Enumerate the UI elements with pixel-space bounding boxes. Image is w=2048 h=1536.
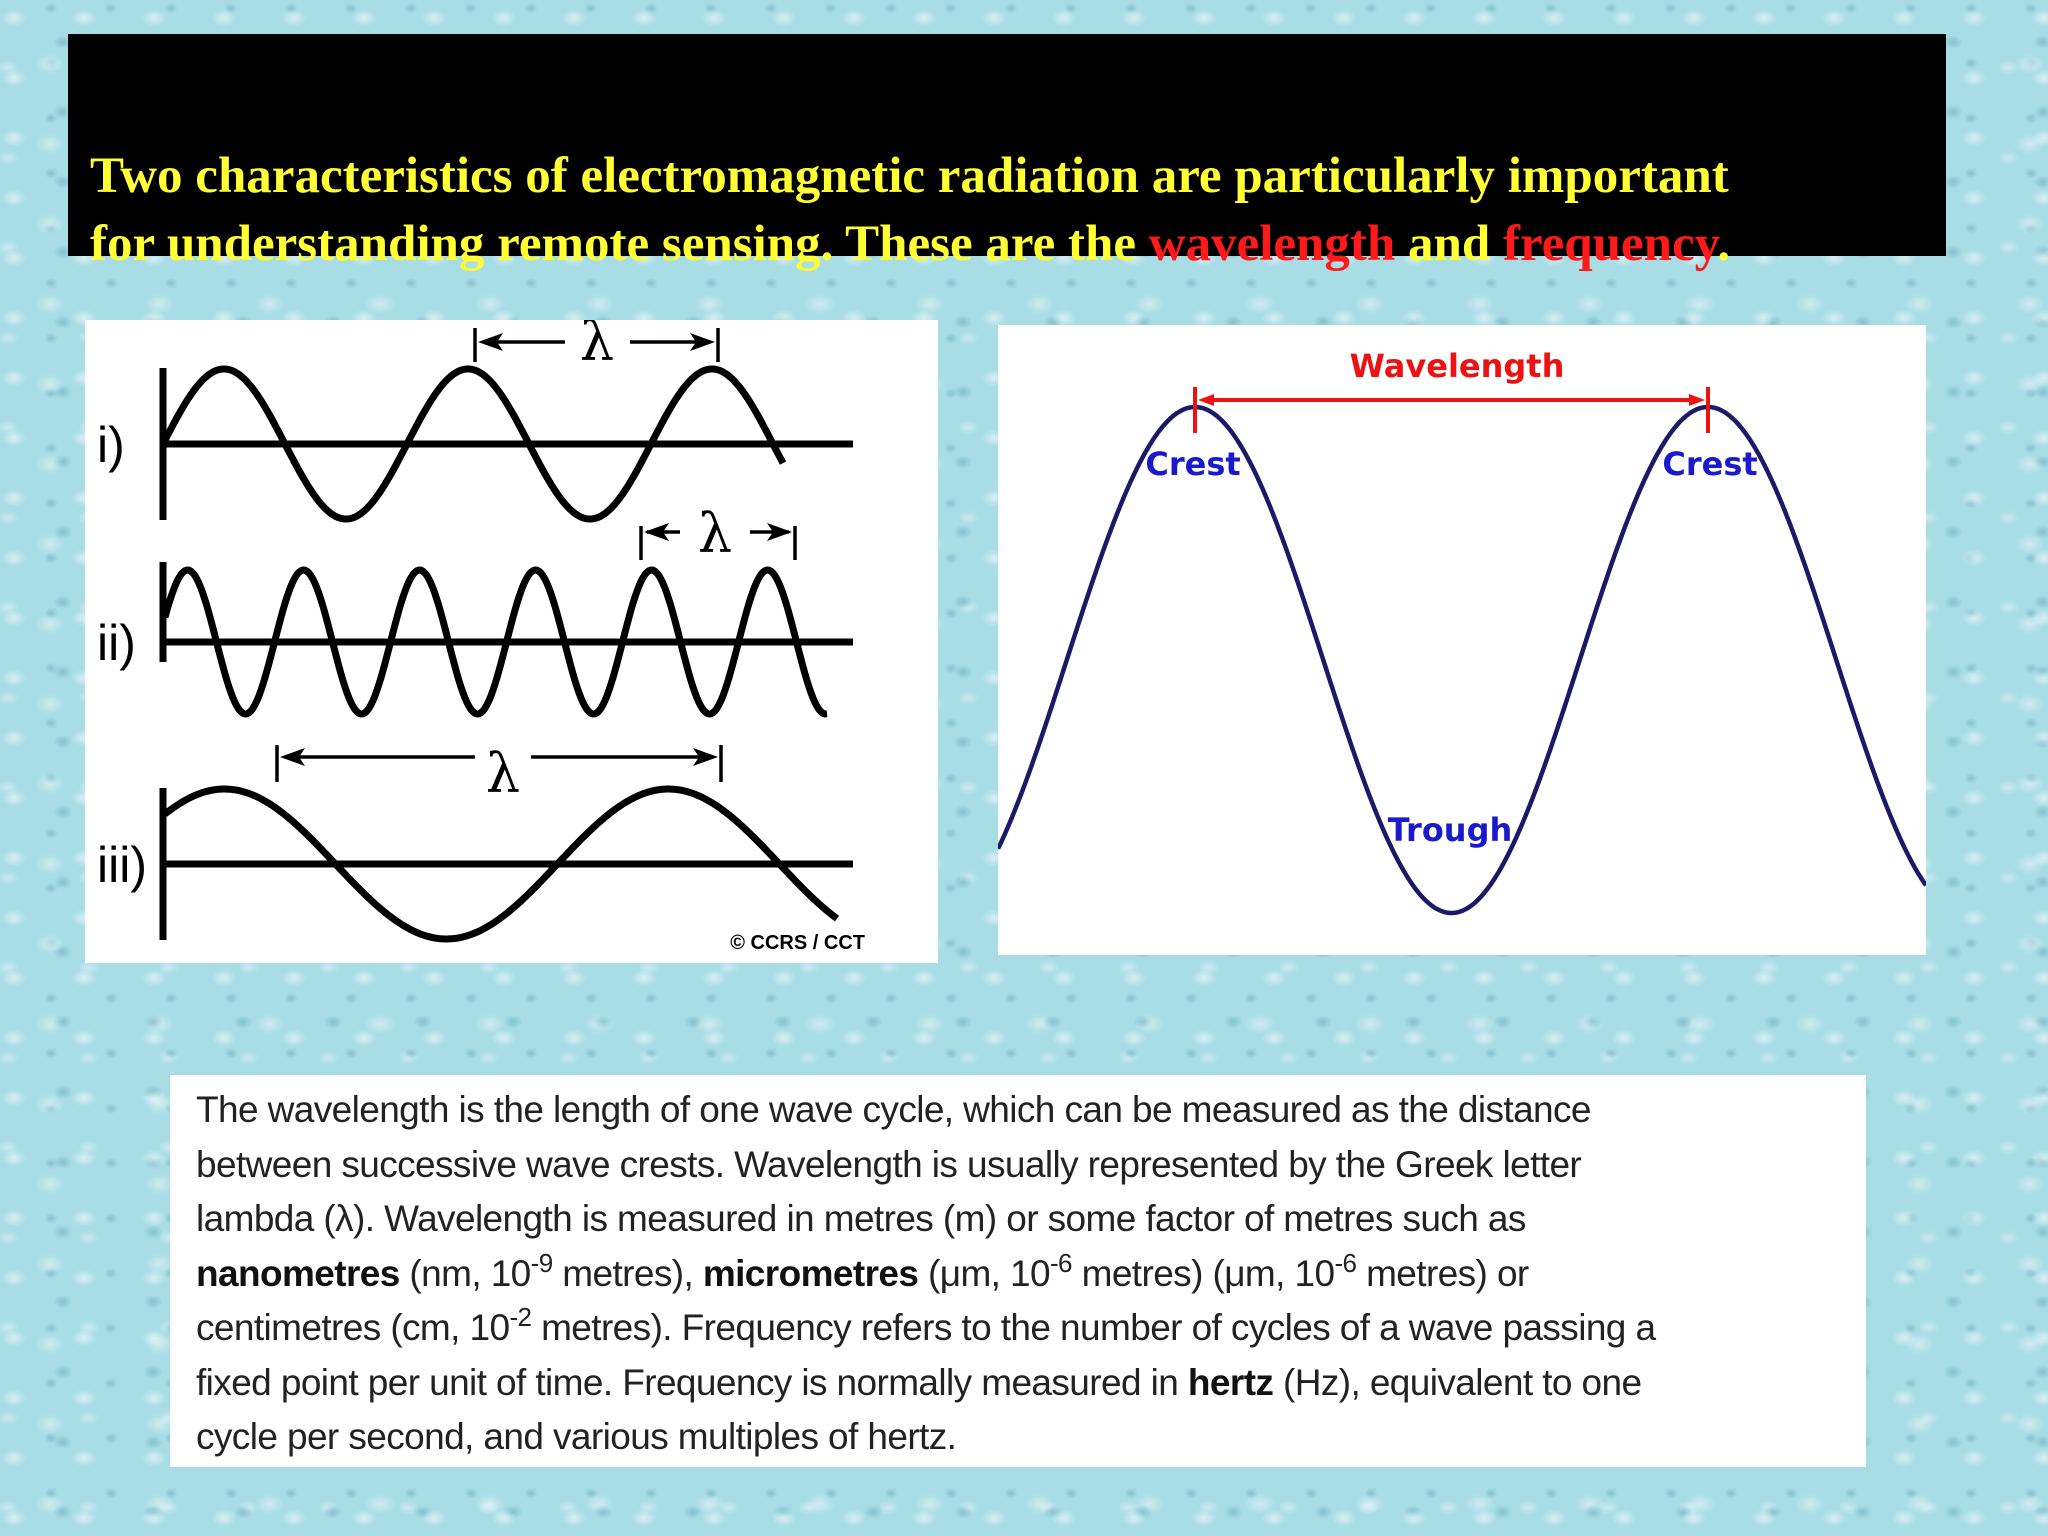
title-banner: Two characteristics of electromagnetic r… (68, 34, 1946, 272)
term-nanometres: nanometres (196, 1252, 400, 1294)
lambda-symbol-i: λ (580, 320, 614, 373)
crest-label-left: Crest (1145, 445, 1240, 483)
wave-i (159, 365, 787, 523)
description-line-3: lambda (λ). Wavelength is measured in me… (196, 1198, 1526, 1239)
wavelength-diagram: Wavelength Crest Crest Trough (998, 325, 1926, 955)
label-iii: iii) (97, 837, 147, 893)
description-line-7: cycle per second, and various multiples … (196, 1416, 957, 1457)
term-hertz: hertz (1187, 1361, 1274, 1403)
lambda-symbol-iii: λ (486, 742, 520, 805)
description-line-6: fixed point per unit of time. Frequency … (196, 1361, 1642, 1403)
wavelength-svg: Wavelength Crest Crest Trough (998, 347, 1926, 916)
title-line-1: Two characteristics of electromagnetic r… (90, 148, 1729, 204)
wave-iii (162, 785, 840, 943)
title-highlight-frequency: frequency (1502, 216, 1718, 272)
wave-ii (161, 566, 828, 718)
credit-text: © CCRS / CCT (730, 932, 865, 954)
trough-label: Trough (1388, 811, 1513, 849)
label-i: i) (97, 417, 125, 473)
lambda-marker-i (473, 328, 720, 362)
wavelength-arrow (1193, 387, 1710, 433)
wavelength-label: Wavelength (1350, 347, 1565, 385)
wave-comparison-diagram: λ λ λ i) ii) iii) © CCRS / CCT (85, 320, 938, 963)
term-micrometres: micrometres (702, 1252, 919, 1294)
title-highlight-wavelength: wavelength (1148, 216, 1396, 272)
description-line-5: centimetres (cm, 10-2 metres). Frequency… (196, 1302, 1656, 1348)
lambda-marker-ii (639, 523, 797, 560)
title-line-2: for understanding remote sensing. These … (90, 216, 1731, 272)
crest-label-right: Crest (1662, 445, 1757, 483)
wave-comparison-svg: λ λ λ i) ii) iii) © CCRS / CCT (97, 320, 865, 954)
description-line-1: The wavelength is the length of one wave… (196, 1089, 1592, 1130)
lambda-symbol-ii: λ (698, 502, 732, 565)
description-text: The wavelength is the length of one wave… (170, 1075, 1866, 1467)
label-ii: ii) (97, 615, 136, 671)
description-line-4: nanometres (nm, 10-9 metres), micrometre… (196, 1247, 1529, 1294)
description-line-2: between successive wave crests. Waveleng… (196, 1143, 1582, 1185)
lambda-marker-iii (275, 745, 723, 782)
wave-curve (998, 404, 1926, 916)
